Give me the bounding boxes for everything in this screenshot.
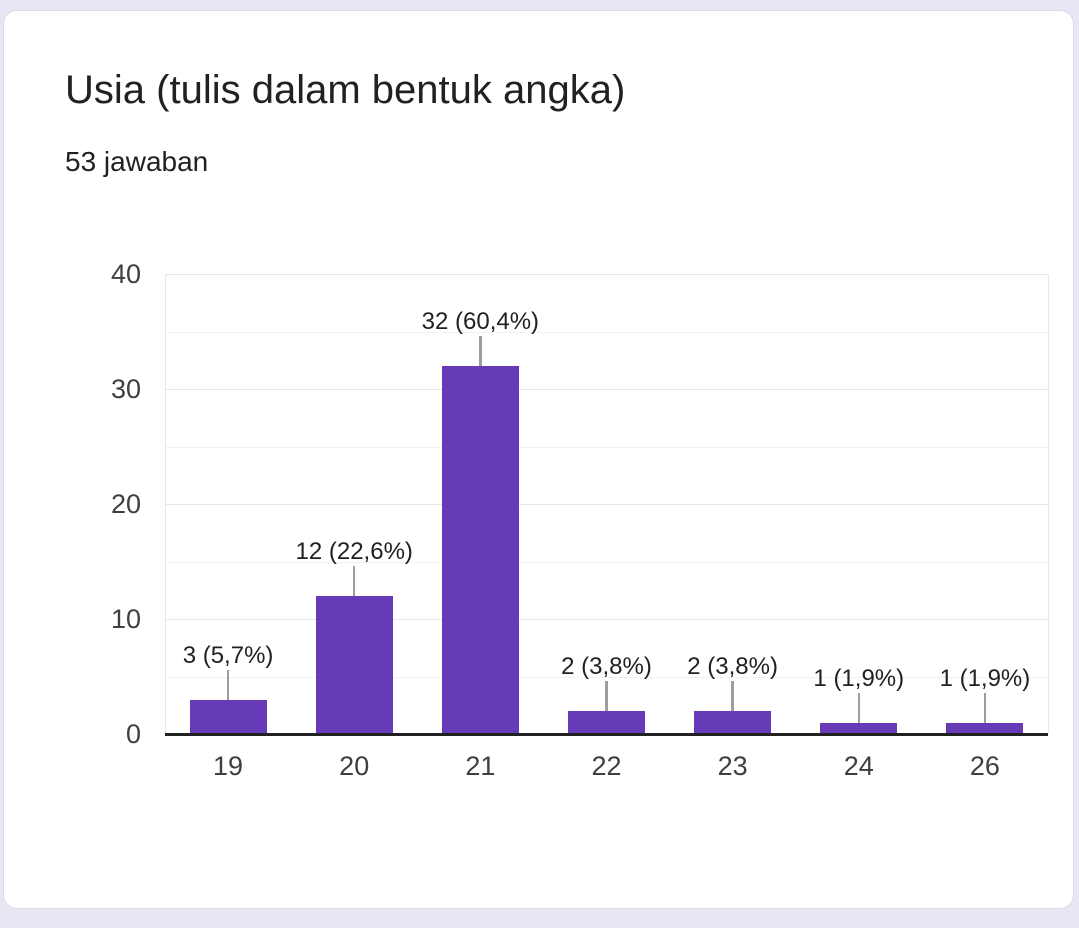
bar-value-label: 2 (3,8%): [561, 653, 652, 680]
bar-value-connector: [857, 692, 861, 723]
x-tick-label: 19: [213, 751, 244, 781]
bar-value-label: 12 (22,6%): [295, 538, 413, 565]
y-tick-label: 20: [110, 489, 141, 519]
y-tick-label: 30: [110, 374, 141, 404]
gridline: [165, 676, 1048, 678]
bar: [441, 366, 519, 734]
x-tick-label: 20: [339, 751, 370, 781]
bar: [946, 722, 1024, 734]
bar-value-connector: [983, 692, 987, 723]
x-tick-label: 24: [843, 751, 874, 781]
y-tick-label: 40: [110, 259, 141, 289]
bar: [568, 711, 645, 734]
bar: [189, 699, 267, 734]
question-response-card: Usia (tulis dalam bentuk angka) 53 jawab…: [3, 10, 1074, 909]
y-tick-label: 0: [125, 719, 141, 749]
bar-chart: 0 10 20 30 40 3 (5,7%) 19 12 (22,6%) 20 32 (60,4%…: [4, 11, 1073, 908]
bar-value-label: 1 (1,9%): [939, 664, 1031, 692]
bar: [694, 711, 772, 734]
bar-value-connector: [226, 669, 230, 700]
bar-value-connector: [479, 336, 482, 366]
gridline: [165, 446, 1048, 448]
gridline: [165, 619, 1048, 620]
x-tick-label: 22: [591, 751, 622, 781]
bar-value-label: 2 (3,8%): [687, 653, 778, 680]
gridline: [165, 274, 1048, 275]
response-count: 53 jawaban: [65, 146, 209, 177]
bar-value-label: 1 (1,9%): [813, 664, 905, 692]
question-title: Usia (tulis dalam bentuk angka): [65, 68, 626, 112]
bar: [820, 722, 898, 734]
gridline: [165, 561, 1048, 563]
x-axis-baseline: [165, 733, 1048, 736]
x-tick-label: 26: [969, 751, 1000, 781]
y-tick-label: 10: [110, 604, 141, 634]
gridline: [165, 331, 1048, 333]
plot-right-border: [1048, 274, 1049, 734]
bar-value-connector: [731, 681, 734, 711]
bar-value-label: 3 (5,7%): [182, 641, 274, 669]
bar-value-connector: [605, 681, 608, 711]
bar: [315, 596, 393, 734]
bar-value-connector: [352, 566, 356, 596]
bar-value-label: 32 (60,4%): [421, 308, 540, 335]
x-tick-label: 21: [465, 751, 496, 781]
plot-left-border: [165, 274, 166, 734]
gridline: [165, 389, 1048, 390]
gridline: [165, 504, 1048, 505]
x-tick-label: 23: [717, 751, 748, 781]
